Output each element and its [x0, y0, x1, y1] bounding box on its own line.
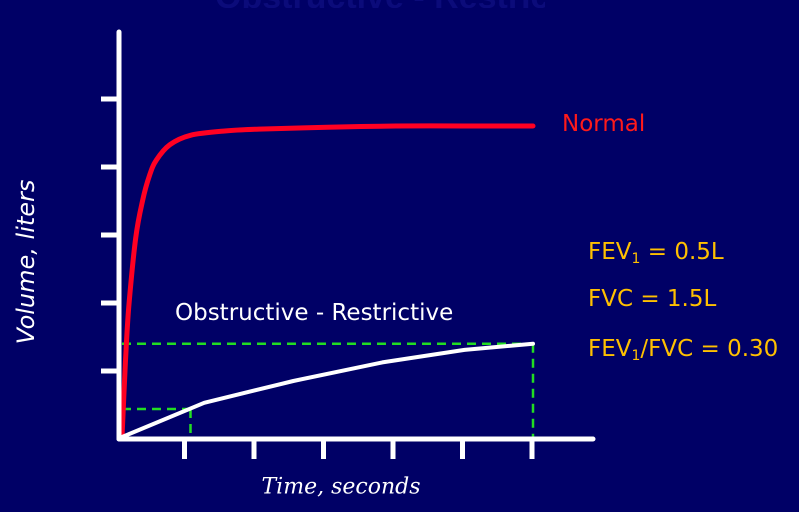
- annotation-fvc: FVC = 1.5L: [588, 286, 717, 312]
- x-axis-label: Time, seconds: [261, 474, 421, 500]
- y-axis-label: Volume, liters: [12, 179, 40, 345]
- series-label-obstructive-restrictive: Obstructive - Restrictive: [175, 300, 454, 326]
- guide-lines: [122, 342, 535, 439]
- series-label-normal: Normal: [562, 111, 646, 137]
- axes: [101, 29, 596, 459]
- slide-title: Obstructive - Restrictive: [215, 0, 545, 8]
- series-line-obstructive-restrictive: [120, 341, 535, 439]
- annotation-ratio: FEV1/FVC = 0.30: [588, 336, 779, 364]
- annotation-fev1: FEV1 = 0.5L: [588, 239, 724, 267]
- series-lines: [119, 123, 536, 440]
- series-line-normal: [119, 123, 536, 440]
